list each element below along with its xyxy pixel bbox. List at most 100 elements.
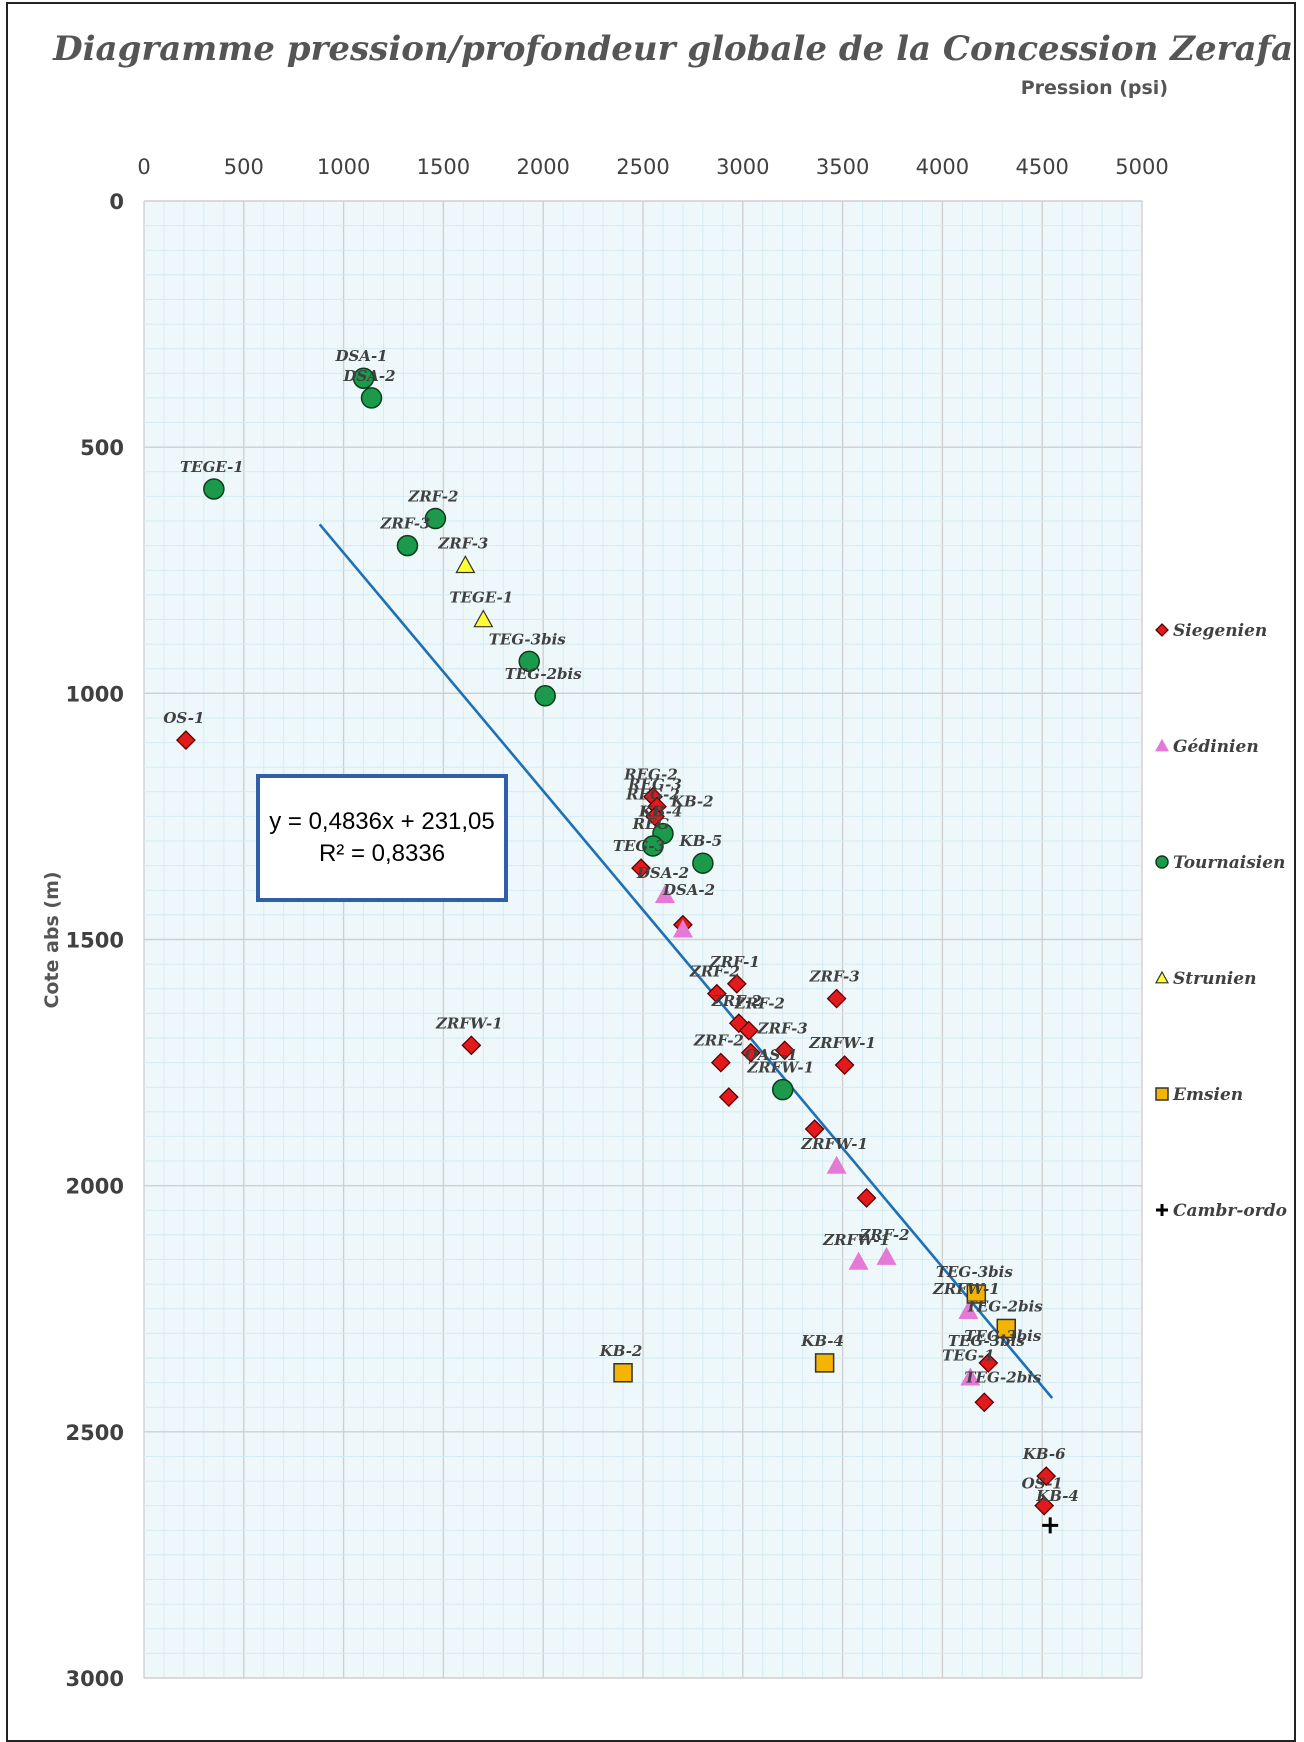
point-label: REG-2: [625, 785, 680, 803]
chart-title: Diagramme pression/profondeur globale de…: [52, 29, 1304, 69]
emsien-point: [613, 1363, 633, 1383]
point-label: TEG-3bis: [948, 1332, 1026, 1350]
tournaisien-point: [352, 367, 375, 389]
point-label: ZRF-3: [379, 515, 430, 533]
tournaisien-point: [203, 478, 225, 500]
point-label: DSA-2: [636, 864, 689, 882]
point-label: TEGE-1: [180, 458, 244, 476]
point-label: TEG-2bis: [966, 1297, 1044, 1315]
x-tick-label: 3000: [716, 155, 769, 179]
x-tick-label: 3500: [816, 155, 869, 179]
legend-marker-g-dinien: [1154, 738, 1170, 752]
point-label: REG: [632, 815, 670, 833]
siegenien-point: [834, 1055, 855, 1075]
strunien-point: [455, 555, 476, 574]
siegenien-point: [738, 1020, 759, 1041]
x-tick-label: 2000: [516, 155, 569, 179]
siegenien-point: [856, 1188, 877, 1208]
point-label: ZRFW-1: [808, 1034, 876, 1052]
point-label: KB: [638, 802, 665, 820]
point-label: OS-1: [1022, 1475, 1063, 1493]
point-label: KB-2: [670, 793, 714, 811]
legend-label-tournaisien: Tournaisien: [1173, 853, 1285, 873]
point-label: ZRFW-1: [746, 1059, 814, 1077]
y-axis-label: Cote abs (m): [41, 871, 63, 1008]
tournaisien-point: [518, 650, 540, 673]
x-tick-label: 4500: [1015, 155, 1068, 179]
point-label: ZRF-3: [437, 534, 488, 552]
legend-label-strunien: Strunien: [1173, 969, 1256, 989]
legend: Siegenien Gédinien Tournaisien Strunien Emsi…: [1154, 621, 1287, 1221]
g-dinien-point: [958, 1300, 979, 1320]
x-tick-label: 5000: [1115, 155, 1168, 179]
legend-marker-tournaisien: [1155, 855, 1169, 869]
legend-marker-emsien: [1155, 1087, 1169, 1101]
point-label: REG-3: [627, 776, 682, 794]
point-label: TEG-2bis: [964, 1369, 1042, 1387]
siegenien-point: [726, 973, 747, 994]
siegenien-point: [974, 1392, 995, 1413]
tournaisien-point: [534, 685, 556, 707]
point-label: ZRF-2: [734, 994, 785, 1012]
point-label: ZRFW-1: [800, 1135, 868, 1153]
point-label: KB-4: [1035, 1487, 1079, 1505]
tournaisien-point: [771, 1078, 794, 1101]
point-label: REG-2: [623, 766, 678, 784]
point-labels: OS-1ZRFW-1REG-2REG-3REG-2TEG-3ZRF-2ZRF-1…: [163, 347, 1079, 1505]
point-label: KB-4: [800, 1332, 844, 1350]
trendline-equation-box: y = 0,4836x + 231,05 R² = 0,8336: [256, 774, 508, 902]
point-label: ZRF-3: [757, 1019, 808, 1037]
siegenien-point: [826, 988, 847, 1009]
siegenien-point: [461, 1035, 482, 1056]
x-tick-label: 1000: [317, 155, 370, 179]
point-label: ZRF-1: [709, 953, 760, 971]
trendline-r2: R² = 0,8336: [318, 840, 446, 867]
point-label: ZRFW-1: [932, 1280, 1000, 1298]
legend-label-emsien: Emsien: [1172, 1085, 1243, 1105]
y-tick-label: 1000: [66, 682, 124, 706]
point-label: KB-6: [1022, 1445, 1066, 1463]
trendline-equation: y = 0,4836x + 231,05: [269, 807, 495, 835]
point-label: ZRF-2: [711, 992, 762, 1010]
point-label: ZRFW-1: [435, 1014, 503, 1032]
point-label: ZRF-3: [809, 968, 860, 986]
siegenien-point: [718, 1087, 739, 1107]
siegenien-point: [740, 1042, 761, 1063]
y-tick-label: 1500: [66, 929, 124, 953]
g-dinien-point: [960, 1367, 981, 1386]
axis-ticks: 0 500 1000 1500 2000 2500 3000 3500 4000 4500 5000…: [66, 155, 1169, 1691]
point-label: ZRF-2: [689, 963, 740, 981]
siegenien-point: [706, 983, 727, 1004]
point-label: TEG-3bis: [489, 630, 567, 648]
legend-marker-siegenien: [1155, 623, 1169, 637]
cambr-ordo-point: [1042, 1517, 1059, 1534]
siegenien-point: [774, 1040, 795, 1061]
g-dinien-point: [654, 884, 675, 903]
siegenien-point: [175, 730, 196, 751]
tournaisien-point: [642, 835, 664, 857]
siegenien-point: [645, 806, 665, 827]
emsien-point: [996, 1318, 1017, 1339]
point-label: KB-5: [679, 832, 723, 850]
g-dinien-point: [848, 1251, 869, 1270]
x-tick-label: 1500: [417, 155, 470, 179]
point-label: TEG-3bis: [936, 1263, 1014, 1281]
point-label: KB-4: [639, 803, 683, 821]
y-tick-label: 2000: [66, 1175, 124, 1199]
y-tick-label: 500: [80, 436, 124, 460]
point-label: OS-1: [163, 709, 204, 727]
g-dinien-point: [672, 919, 693, 938]
emsien-point: [814, 1353, 835, 1373]
tournaisien-point: [424, 507, 447, 530]
point-label: ZRF-2: [858, 1226, 909, 1244]
y-tick-label: 0: [109, 190, 124, 214]
legend-label-siegenien: Siegenien: [1173, 621, 1267, 641]
legend-label-g-dinien: Gédinien: [1173, 737, 1259, 757]
grid: [143, 200, 1143, 1679]
trendline: [318, 523, 1054, 1399]
x-tick-label: 2500: [616, 155, 669, 179]
y-tick-label: 3000: [66, 1667, 124, 1691]
y-tick-label: 2500: [66, 1421, 124, 1445]
siegenien-point: [631, 858, 651, 879]
